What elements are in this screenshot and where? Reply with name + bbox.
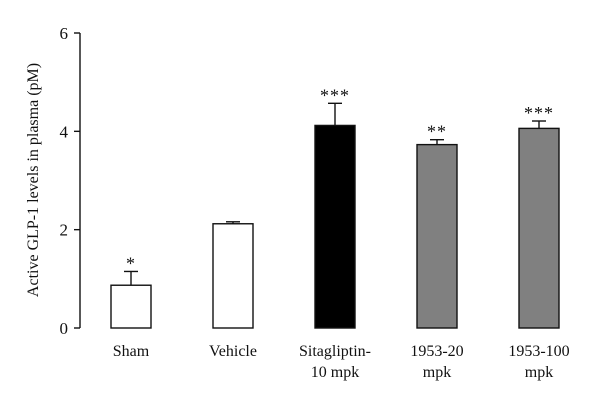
y-ticks: 0 2 4 6 — [60, 24, 80, 338]
significance-label: *** — [320, 85, 350, 105]
category-label: 1953-100 — [508, 343, 569, 360]
y-tick-label: 6 — [60, 24, 69, 43]
y-axis-title: Active GLP-1 levels in plasma (pM) — [25, 63, 42, 297]
category-label: Sitagliptin- — [299, 343, 371, 360]
category-label: Vehicle — [209, 343, 257, 360]
bar — [110, 284, 152, 329]
category-label: mpk — [525, 364, 553, 381]
significance-label: ** — [427, 122, 447, 142]
category-label: mpk — [423, 364, 451, 381]
significance-label: *** — [524, 103, 554, 123]
significance-label: * — [126, 253, 136, 273]
bar — [518, 127, 560, 329]
y-tick-label: 4 — [60, 122, 69, 141]
y-tick-label: 0 — [60, 319, 69, 338]
category-label: 1953-20 — [410, 343, 463, 360]
bars — [110, 124, 560, 329]
y-tick-label: 2 — [60, 221, 69, 240]
bar — [212, 223, 254, 329]
bar — [416, 143, 458, 329]
category-label: 10 mpk — [311, 364, 359, 381]
error-bars — [124, 102, 546, 286]
category-label: Sham — [113, 343, 150, 360]
category-labels: Sham Vehicle Sitagliptin- 10 mpk 1953-20 mpk 1… — [113, 343, 570, 381]
bar — [314, 124, 356, 329]
significance-marks: ********* — [126, 85, 554, 273]
